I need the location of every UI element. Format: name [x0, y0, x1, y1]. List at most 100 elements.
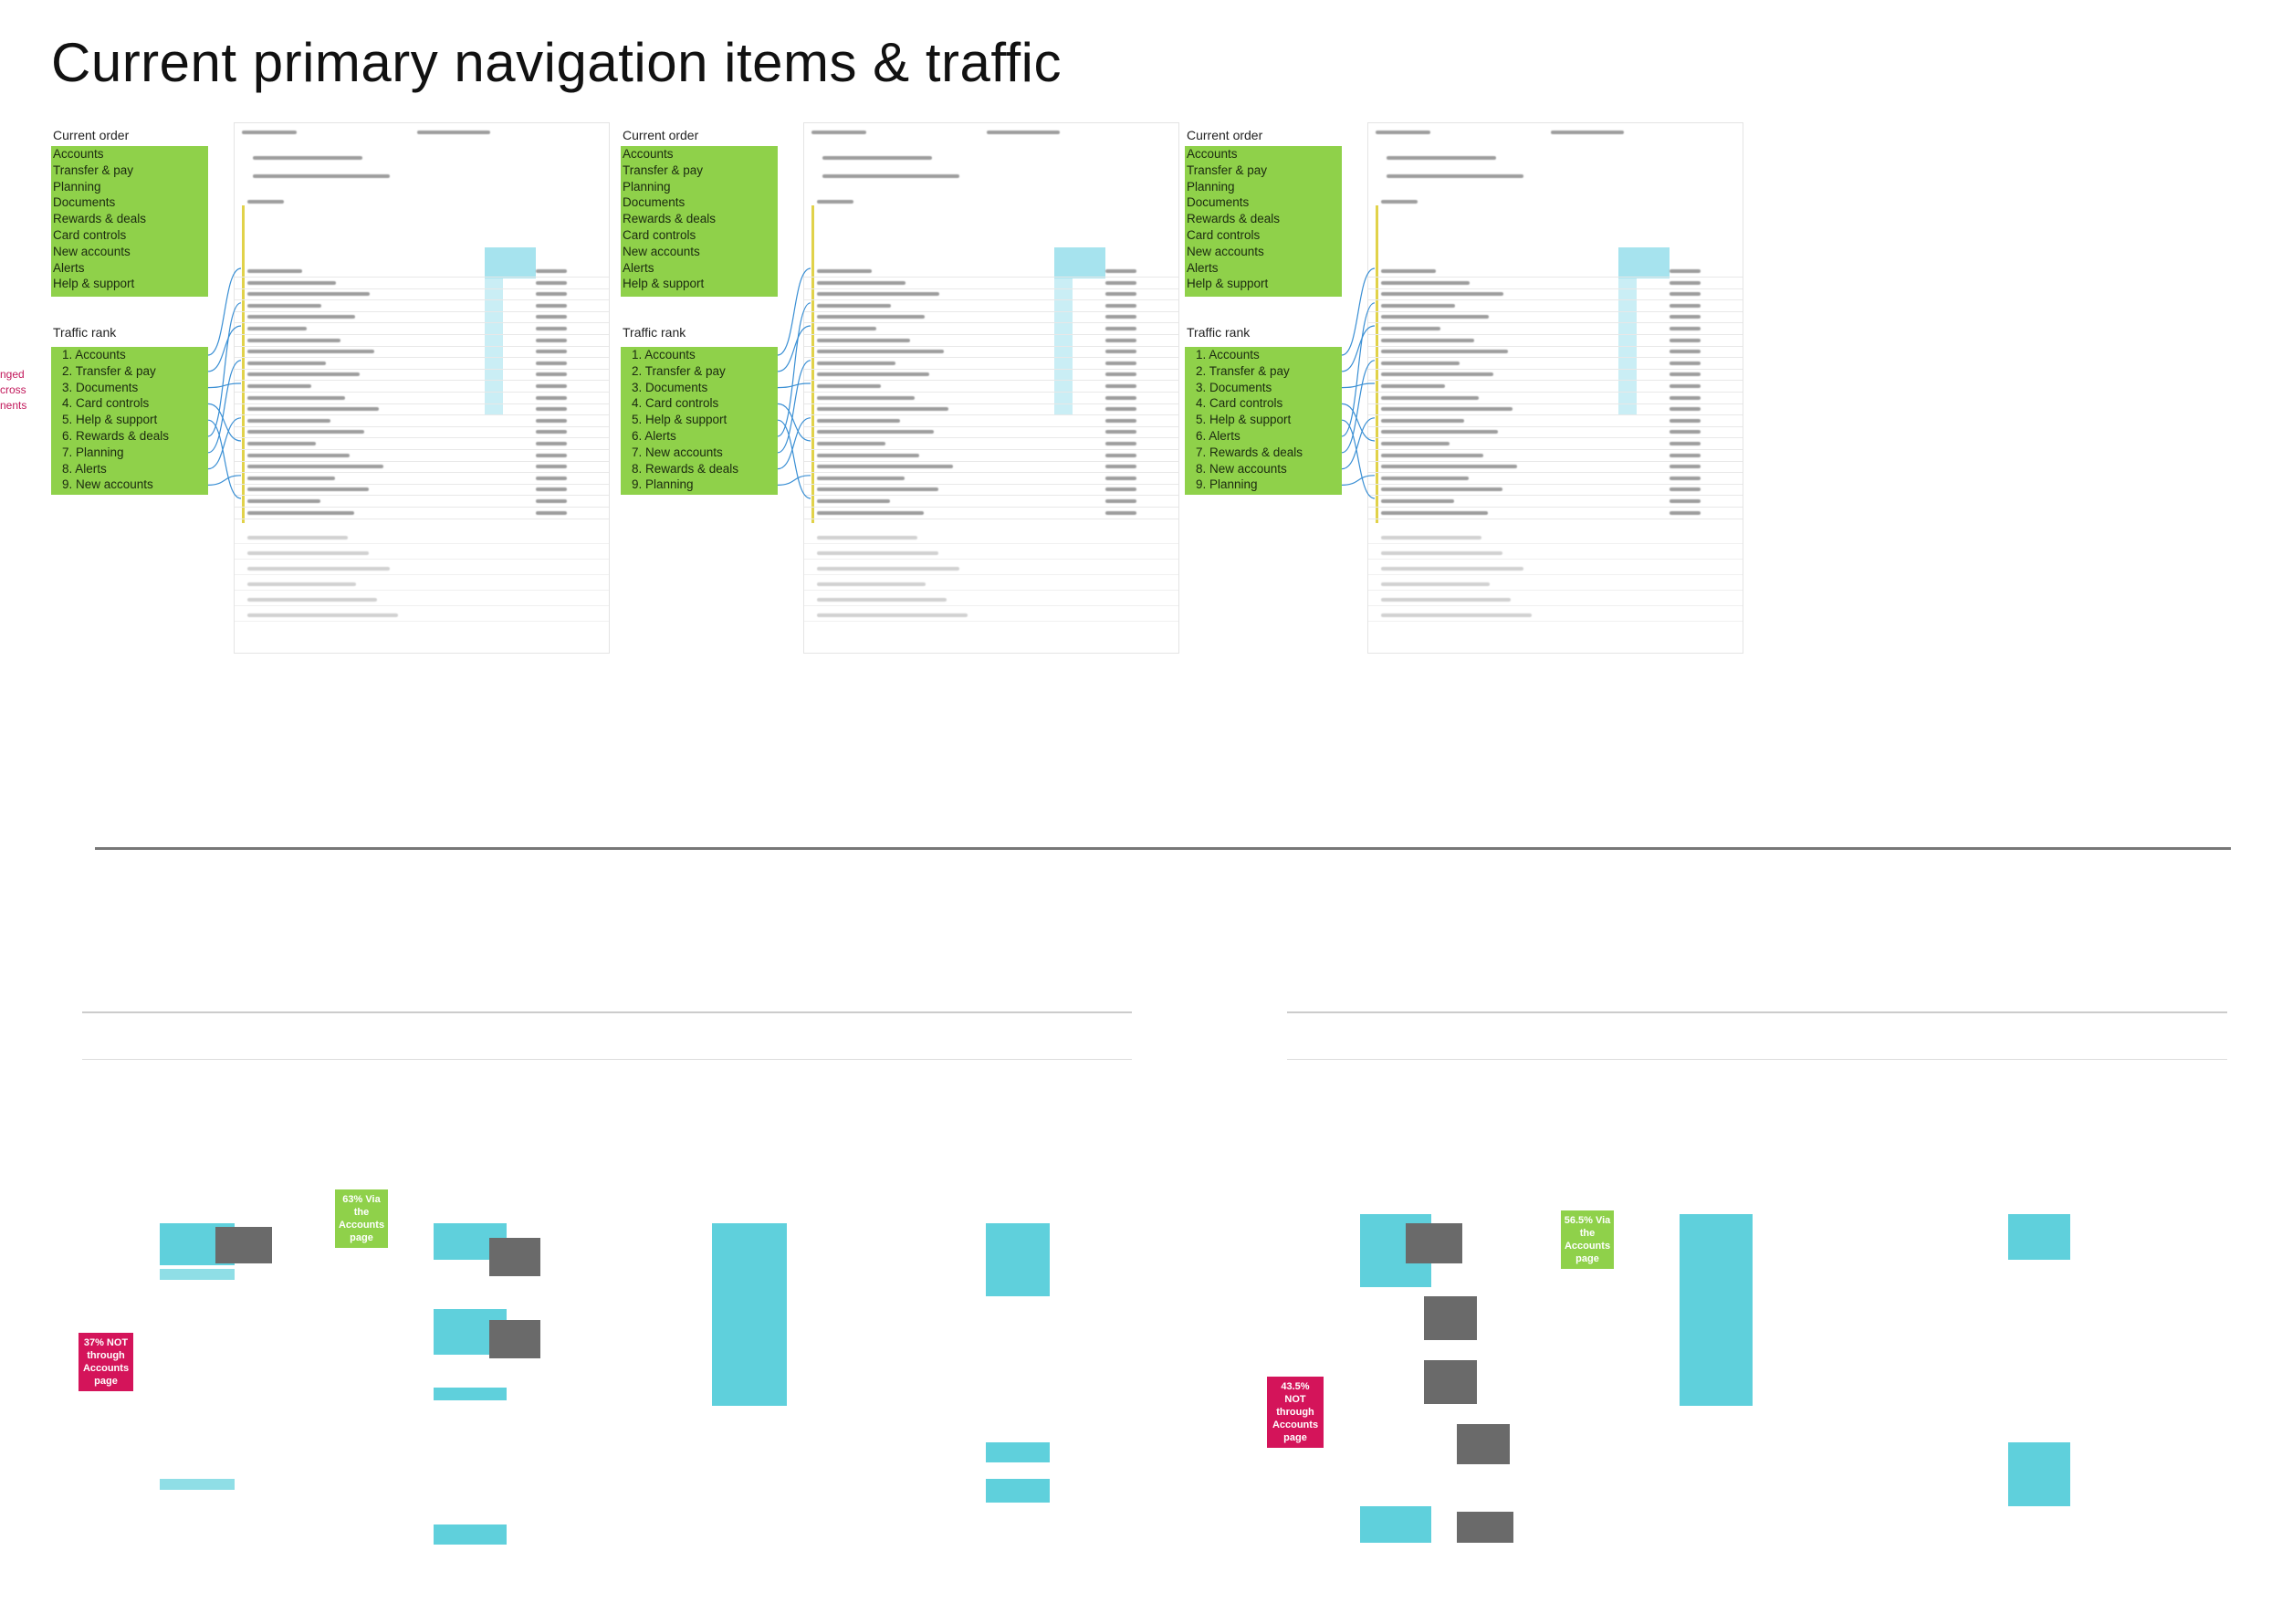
row-text-blur — [247, 582, 356, 586]
row-text-blur — [817, 567, 959, 571]
row-text-blur — [1381, 430, 1498, 435]
table-row — [235, 559, 609, 560]
current-order-item: Card controls — [53, 227, 127, 242]
row-text-blur — [247, 430, 364, 435]
analytics-screenshot — [803, 122, 1179, 654]
row-text-blur — [817, 315, 925, 320]
flow-node — [712, 1223, 787, 1406]
flow-tooltip — [215, 1227, 272, 1263]
flow-node — [986, 1442, 1050, 1462]
table-row — [804, 483, 1178, 485]
table-row — [804, 507, 1178, 508]
callout-line: through — [87, 1350, 125, 1361]
current-order-item: Transfer & pay — [53, 162, 134, 177]
section-divider — [95, 847, 2231, 850]
table-row — [804, 334, 1178, 335]
bar-highlight — [485, 278, 503, 415]
table-row — [235, 299, 609, 301]
row-value-blur — [1105, 418, 1136, 423]
row-value-blur — [1105, 327, 1136, 330]
row-text-blur — [247, 327, 307, 330]
row-value-blur — [536, 442, 567, 445]
current-order-label: Current order — [53, 128, 130, 142]
callout-line: Accounts — [82, 1363, 130, 1374]
row-value-blur — [1105, 510, 1136, 515]
table-row — [235, 334, 609, 335]
row-text-blur — [817, 487, 938, 492]
row-text-blur — [1381, 292, 1503, 297]
row-text-blur — [1381, 269, 1436, 273]
row-value-blur — [1670, 418, 1701, 423]
callout-line: through — [1276, 1407, 1314, 1418]
row-text-blur — [247, 499, 320, 503]
row-value-blur — [1670, 384, 1701, 388]
row-text-blur — [817, 510, 924, 515]
row-value-blur — [1105, 372, 1136, 377]
row-text-blur — [817, 598, 947, 602]
table-row — [1368, 310, 1743, 312]
flow-segment-bar — [1287, 1032, 2227, 1060]
row-text-blur — [1381, 598, 1511, 602]
row-text-blur — [817, 338, 910, 342]
table-row — [1368, 368, 1743, 370]
current-order-item: Accounts — [53, 147, 104, 161]
traffic-rank-list: 1. Accounts 2. Transfer & pay 3. Documen… — [51, 347, 208, 495]
report-section-blur — [817, 200, 853, 204]
flow-header-line — [82, 1011, 1132, 1013]
table-row — [804, 590, 1178, 591]
table-row — [1368, 277, 1743, 278]
table-row — [235, 322, 609, 324]
row-text-blur — [247, 536, 348, 540]
table-row — [235, 288, 609, 289]
table-row — [1368, 449, 1743, 450]
table-row — [235, 543, 609, 544]
current-order-item: Help & support — [623, 277, 705, 291]
current-order-item: Documents — [53, 195, 116, 210]
row-value-blur — [536, 395, 567, 400]
table-row — [1368, 288, 1743, 289]
traffic-rank-item: 7. Planning — [62, 445, 124, 459]
table-row — [804, 403, 1178, 404]
table-row — [804, 288, 1178, 289]
report-controls-blur — [1551, 131, 1624, 134]
callout-line: page — [94, 1376, 118, 1387]
row-text-blur — [1381, 361, 1460, 365]
table-row — [235, 277, 609, 278]
row-value-blur — [1105, 384, 1136, 388]
report-controls-blur — [987, 131, 1060, 134]
row-value-blur — [1670, 487, 1701, 492]
current-order-label: Current order — [623, 128, 699, 142]
row-value-blur — [536, 430, 567, 435]
row-text-blur — [817, 269, 872, 273]
row-value-blur — [536, 499, 567, 503]
flow-segment-bar — [82, 1032, 1132, 1060]
table-row — [804, 605, 1178, 606]
row-text-blur — [1381, 384, 1445, 388]
report-segment-blur — [1387, 174, 1523, 178]
traffic-rank-label: Traffic rank — [1187, 325, 1251, 340]
row-text-blur — [817, 407, 948, 412]
row-value-blur — [1105, 280, 1136, 285]
report-filter-blur — [1387, 156, 1496, 160]
traffic-rank-item: 1. Accounts — [632, 348, 696, 361]
nav-panel-web-tablet: Current order Accounts Transfer & pay Pl… — [621, 117, 1187, 811]
row-value-blur — [536, 327, 567, 330]
traffic-rank-item: 6. Alerts — [1196, 428, 1240, 443]
traffic-rank-item: 4. Card controls — [1196, 396, 1283, 411]
row-value-blur — [536, 453, 567, 457]
row-text-blur — [1381, 442, 1450, 445]
row-text-blur — [247, 303, 321, 308]
row-value-blur — [1105, 430, 1136, 435]
row-value-blur — [536, 372, 567, 377]
row-value-blur — [1670, 395, 1701, 400]
bar-highlight — [1054, 247, 1105, 278]
traffic-rank-item: 9. Planning — [632, 477, 694, 492]
table-row — [1368, 621, 1743, 622]
row-value-blur — [1670, 338, 1701, 342]
current-order-item: Rewards & deals — [1187, 212, 1281, 226]
row-value-blur — [536, 476, 567, 480]
current-order-item: New accounts — [623, 244, 700, 258]
row-text-blur — [1381, 551, 1502, 555]
report-section-blur — [1381, 200, 1418, 204]
bar-highlight — [1618, 278, 1637, 415]
